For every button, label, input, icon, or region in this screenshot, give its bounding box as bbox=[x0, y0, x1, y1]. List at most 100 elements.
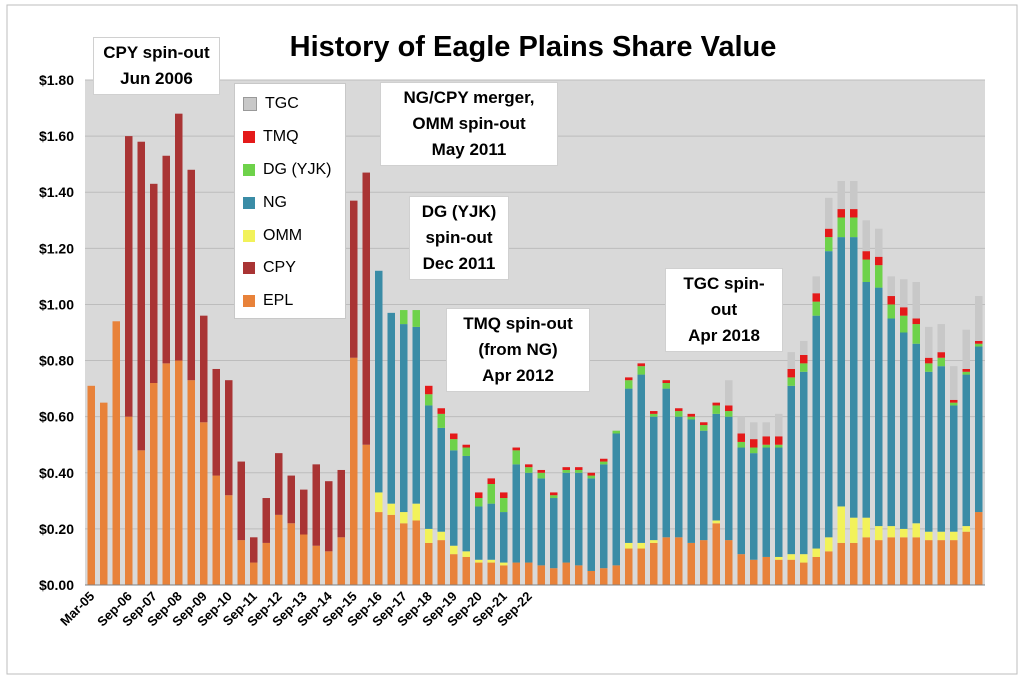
bar-segment-tmq bbox=[475, 492, 483, 499]
bar-segment-cpy bbox=[137, 141, 145, 451]
bar-segment-tmq bbox=[687, 413, 695, 417]
bar-segment-dg-yjk bbox=[400, 310, 408, 325]
bar-segment-dg-yjk bbox=[512, 450, 520, 465]
bar-segment-epl bbox=[800, 562, 808, 585]
bar-segment-epl bbox=[612, 565, 620, 585]
bar-segment-cpy bbox=[362, 172, 370, 445]
bar-segment-cpy bbox=[175, 113, 183, 361]
bar-segment-tmq bbox=[837, 209, 845, 218]
bar-segment-dg-yjk bbox=[837, 217, 845, 238]
bar-segment-dg-yjk bbox=[937, 357, 945, 367]
bar-segment-omm bbox=[825, 537, 833, 552]
y-tick-label: $1.60 bbox=[39, 128, 74, 144]
bar-segment-tmq bbox=[750, 439, 758, 448]
bar-segment-ng bbox=[750, 453, 758, 560]
bar-segment-tgc bbox=[937, 324, 945, 353]
bar-segment-tmq bbox=[875, 256, 883, 266]
bar-segment-dg-yjk bbox=[475, 498, 483, 507]
bar-segment-tgc bbox=[750, 422, 758, 440]
bar-segment-epl bbox=[725, 540, 733, 585]
bar-segment-ng bbox=[650, 416, 658, 541]
bar-segment-ng bbox=[600, 464, 608, 569]
bar-segment-tgc bbox=[975, 296, 983, 341]
bar-segment-tmq bbox=[887, 296, 895, 305]
bar-segment-dg-yjk bbox=[950, 402, 958, 406]
annotation-dg-spinout: DG (YJK) spin-out Dec 2011 bbox=[409, 196, 509, 280]
bar-segment-tmq bbox=[775, 436, 783, 445]
bar-segment-epl bbox=[512, 562, 520, 585]
bar-segment-omm bbox=[887, 526, 895, 538]
bar-segment-dg-yjk bbox=[812, 301, 820, 316]
bar-segment-ng bbox=[912, 343, 920, 524]
bar-segment-cpy bbox=[337, 469, 345, 538]
legend-swatch bbox=[243, 163, 255, 176]
bar-segment-tmq bbox=[675, 408, 683, 412]
bar-segment-epl bbox=[375, 512, 383, 585]
bar-segment-omm bbox=[400, 512, 408, 524]
bar-segment-ng bbox=[962, 374, 970, 527]
bar-segment-tmq bbox=[537, 469, 545, 473]
bar-segment-dg-yjk bbox=[962, 371, 970, 375]
bar-segment-omm bbox=[462, 551, 470, 557]
bar-segment-omm bbox=[775, 556, 783, 560]
bar-segment-epl bbox=[475, 562, 483, 585]
bar-segment-cpy bbox=[162, 155, 170, 364]
legend-label: TGC bbox=[265, 95, 299, 113]
bar-segment-epl bbox=[712, 523, 720, 585]
bar-segment-epl bbox=[487, 562, 495, 585]
annotation-ng-merger: NG/CPY merger, OMM spin-out May 2011 bbox=[380, 82, 558, 166]
bar-segment-omm bbox=[962, 526, 970, 532]
bar-segment-dg-yjk bbox=[925, 363, 933, 372]
bar-segment-dg-yjk bbox=[687, 416, 695, 420]
bar-segment-dg-yjk bbox=[737, 441, 745, 448]
bar-segment-ng bbox=[400, 324, 408, 513]
bar-segment-epl bbox=[225, 495, 233, 585]
bar-segment-dg-yjk bbox=[537, 472, 545, 479]
bar-segment-omm bbox=[412, 503, 420, 521]
bar-segment-ng bbox=[375, 270, 383, 493]
bar-segment-omm bbox=[475, 559, 483, 563]
legend-label: NG bbox=[263, 193, 287, 211]
bar-segment-omm bbox=[712, 520, 720, 524]
bar-segment-epl bbox=[450, 554, 458, 585]
bar-segment-ng bbox=[887, 318, 895, 527]
bar-segment-tmq bbox=[825, 228, 833, 238]
bar-segment-ng bbox=[525, 472, 533, 563]
bar-segment-tmq bbox=[512, 447, 520, 451]
bar-segment-epl bbox=[462, 556, 470, 585]
bar-segment-tmq bbox=[625, 377, 633, 381]
bar-segment-ng bbox=[787, 385, 795, 555]
bar-segment-tmq bbox=[937, 352, 945, 358]
bar-segment-dg-yjk bbox=[562, 469, 570, 473]
bar-segment-epl bbox=[187, 380, 195, 585]
bar-segment-epl bbox=[775, 559, 783, 585]
bar-segment-tmq bbox=[562, 467, 570, 470]
bar-segment-tmq bbox=[587, 472, 595, 476]
bar-segment-ng bbox=[687, 419, 695, 543]
bar-segment-epl bbox=[175, 360, 183, 585]
bar-segment-epl bbox=[212, 475, 220, 585]
bar-segment-ng bbox=[412, 326, 420, 504]
y-tick-label: $1.20 bbox=[39, 240, 74, 256]
legend-label: DG (YJK) bbox=[263, 160, 332, 178]
bar-segment-tmq bbox=[975, 340, 983, 344]
y-tick-label: $1.40 bbox=[39, 184, 74, 200]
bar-segment-epl bbox=[337, 537, 345, 585]
bar-segment-ng bbox=[550, 498, 558, 569]
bar-segment-ng bbox=[475, 506, 483, 560]
legend-label: OMM bbox=[263, 226, 303, 244]
bar-segment-epl bbox=[200, 422, 208, 585]
bar-segment-epl bbox=[550, 568, 558, 585]
bar-segment-ng bbox=[662, 388, 670, 538]
bar-segment-tmq bbox=[962, 368, 970, 372]
annotation-line: TGC spin-out bbox=[683, 274, 765, 319]
bar-segment-epl bbox=[325, 551, 333, 585]
bar-segment-epl bbox=[350, 357, 358, 585]
bar-segment-tmq bbox=[637, 363, 645, 367]
bar-segment-cpy bbox=[325, 481, 333, 552]
bar-segment-dg-yjk bbox=[412, 310, 420, 327]
bar-segment-ng bbox=[837, 237, 845, 507]
bar-segment-dg-yjk bbox=[612, 430, 620, 434]
bar-segment-epl bbox=[812, 556, 820, 585]
legend-item: NG bbox=[243, 186, 345, 219]
